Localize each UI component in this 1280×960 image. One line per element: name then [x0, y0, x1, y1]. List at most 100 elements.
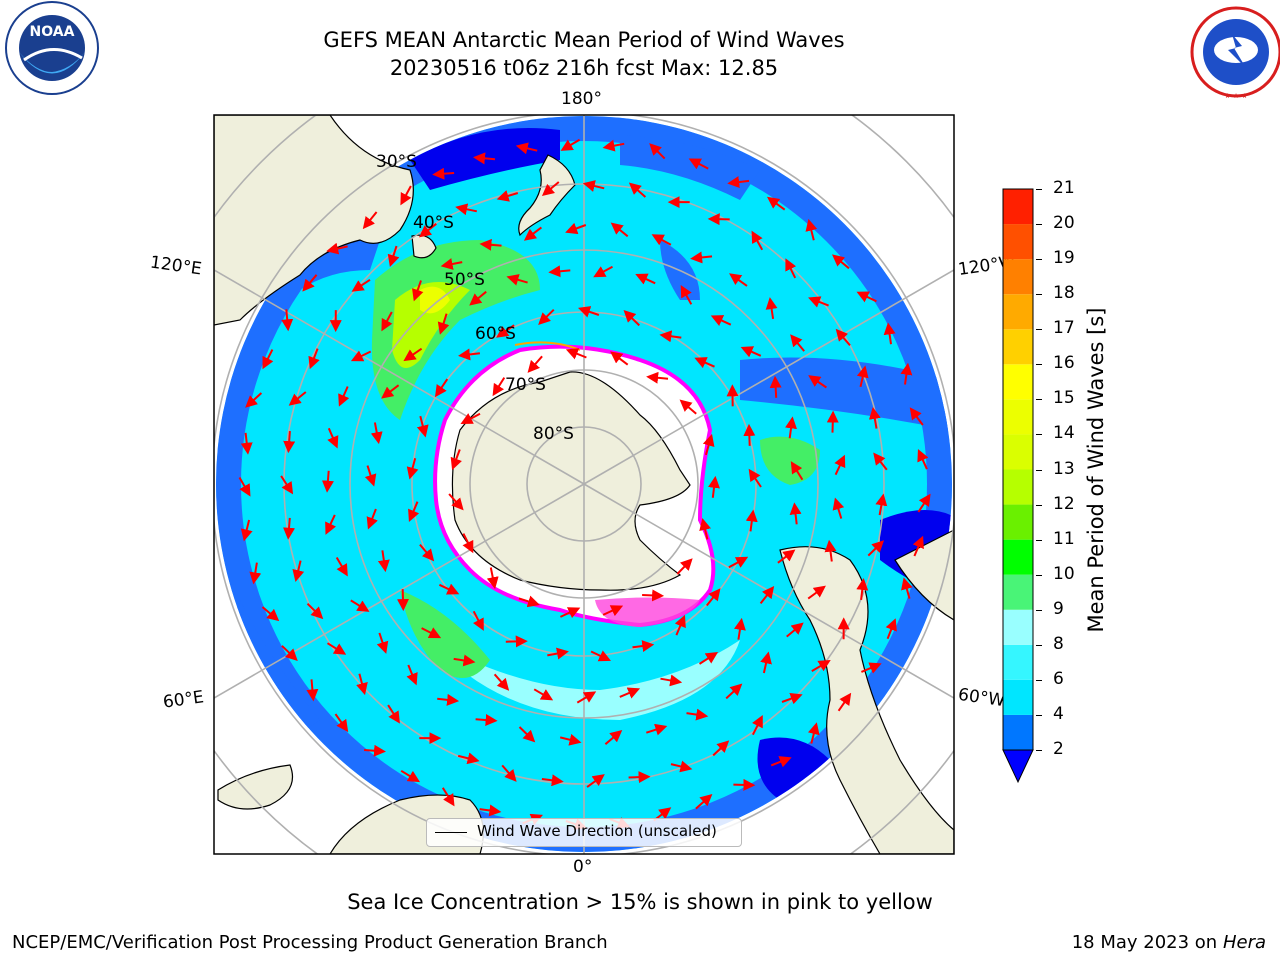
- lat-label-50s: 50°S: [444, 270, 485, 290]
- wind-wave-arrow: [702, 433, 715, 456]
- wind-wave-arrow: [292, 560, 305, 582]
- wind-wave-arrow: [628, 182, 647, 198]
- colorbar-tick-label: 12: [1053, 493, 1075, 514]
- colorbar-tick: [1036, 504, 1042, 506]
- map-frame: [213, 114, 955, 855]
- svg-text:★ ★ ★: ★ ★ ★: [1224, 92, 1247, 100]
- wind-wave-arrow: [619, 687, 641, 699]
- credit-machine: Hera: [1222, 932, 1266, 953]
- wind-wave-arrow: [590, 650, 612, 662]
- colorbar-tick: [1036, 329, 1042, 331]
- wind-wave-arrow: [660, 674, 683, 687]
- colorbar-tick: [1036, 750, 1042, 751]
- wind-wave-arrow: [917, 449, 929, 470]
- wind-wave-arrow: [472, 610, 484, 631]
- wind-wave-arrow: [245, 392, 263, 408]
- wind-wave-arrow: [646, 371, 669, 384]
- wind-wave-arrow: [649, 143, 666, 160]
- wind-wave-arrow: [492, 377, 506, 397]
- wind-wave-arrow: [496, 324, 515, 338]
- wind-wave-arrow: [238, 477, 251, 497]
- wind-wave-arrow: [832, 497, 845, 519]
- wind-wave-arrow: [408, 501, 420, 522]
- colorbar-segment: [1003, 224, 1033, 260]
- wind-wave-arrows: [238, 138, 931, 830]
- wind-wave-arrow: [680, 284, 693, 305]
- colorbar-segment: [1003, 294, 1033, 330]
- wind-wave-arrow: [283, 517, 296, 540]
- wind-wave-arrow: [708, 475, 720, 498]
- wind-wave-arrow: [364, 465, 377, 487]
- wind-wave-arrow: [743, 423, 756, 446]
- wind-wave-arrow: [710, 315, 732, 326]
- wind-wave-arrow: [475, 713, 498, 726]
- colorbar-tick: [1036, 294, 1042, 296]
- wind-wave-arrow: [448, 493, 464, 511]
- wind-wave-arrow: [325, 514, 337, 535]
- wind-wave-arrow: [695, 793, 713, 810]
- wind-wave-arrow: [635, 273, 656, 285]
- wind-wave-arrow: [699, 518, 711, 540]
- colorbar-segment: [1003, 329, 1033, 365]
- wind-wave-arrow: [834, 454, 846, 476]
- colorbar-segment: [1003, 574, 1033, 610]
- wind-wave-arrow: [856, 365, 869, 388]
- colorbar-tick-label: 4: [1053, 703, 1064, 724]
- wind-wave-arrow: [734, 617, 746, 640]
- colorbar-tick-label: 21: [1053, 178, 1075, 198]
- lat-label-80s: 80°S: [533, 424, 574, 444]
- wind-wave-arrow: [376, 632, 389, 654]
- wind-wave-arrow: [659, 330, 682, 343]
- wind-wave-arrow: [518, 595, 540, 608]
- wind-wave-arrow: [623, 310, 640, 327]
- antarctica: [451, 371, 691, 591]
- wind-wave-arrow: [807, 585, 826, 600]
- colorbar-segment: [1003, 399, 1033, 435]
- wind-wave-arrow: [351, 278, 371, 292]
- wind-wave-arrow: [262, 349, 274, 370]
- wind-wave-arrow: [807, 722, 820, 744]
- wind-wave-arrow: [560, 138, 581, 151]
- wind-wave-arrow: [602, 605, 624, 617]
- wind-wave-arrow: [578, 306, 600, 318]
- wind-wave-arrow: [280, 475, 294, 495]
- wind-wave-arrow: [873, 452, 888, 471]
- lon-label-180: 180°: [561, 89, 602, 109]
- wind-wave-arrow: [281, 645, 298, 661]
- colorbar-tick: [1036, 714, 1042, 716]
- colorbar-tick: [1036, 539, 1042, 541]
- wind-wave-arrow: [759, 586, 775, 605]
- wind-wave-arrow: [628, 771, 651, 784]
- wind-wave-arrow: [350, 599, 370, 612]
- wind-wave-arrow: [593, 265, 613, 278]
- credit-branch: NCEP/EMC/Verification Post Processing Pr…: [12, 932, 608, 953]
- colorbar-segment: [1003, 259, 1033, 295]
- colorbar-tick: [1036, 469, 1042, 471]
- wind-wave-arrow: [249, 562, 262, 585]
- wind-wave-arrow: [676, 558, 693, 575]
- wind-wave-arrow: [835, 328, 851, 347]
- lat-label-30s: 30°S: [376, 152, 417, 172]
- wind-wave-arrow: [458, 348, 481, 361]
- wind-wave-arrow: [901, 577, 913, 599]
- colorbar-segment: [1003, 714, 1033, 750]
- wind-wave-arrow: [356, 673, 368, 696]
- wind-wave-arrow: [321, 470, 334, 493]
- wind-wave-arrow: [421, 627, 442, 639]
- wind-wave-arrow: [527, 355, 543, 373]
- wind-wave-arrow: [808, 296, 829, 308]
- wind-wave-arrow: [642, 589, 665, 602]
- colorbar-segment: [1003, 679, 1033, 715]
- wind-wave-arrow: [790, 334, 805, 352]
- wind-wave-arrow: [538, 308, 555, 325]
- wind-wave-arrow: [712, 740, 730, 757]
- lat-label-70s: 70°S: [505, 375, 546, 395]
- wind-wave-arrow: [533, 688, 554, 701]
- wind-wave-arrow: [548, 265, 571, 278]
- wind-wave-arrow: [306, 602, 324, 620]
- colorbar-tick: [1036, 644, 1042, 646]
- wind-wave-arrow: [281, 309, 294, 332]
- colorbar-tick-label: 6: [1053, 668, 1064, 689]
- credit-date: 18 May 2023 on Hera: [1071, 932, 1266, 953]
